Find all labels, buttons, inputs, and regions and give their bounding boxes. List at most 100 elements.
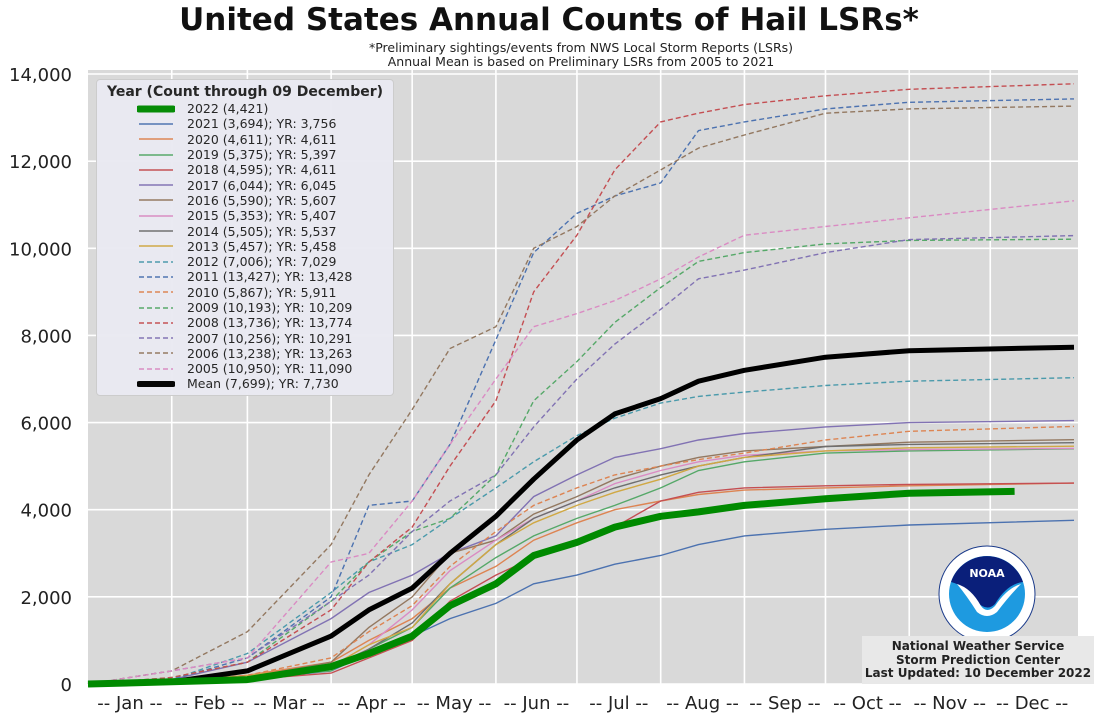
x-tick-label: -- Mar -- [254, 693, 325, 714]
legend: Year (Count through 09 December) 2022 (4… [96, 79, 394, 396]
legend-label: 2014 (5,505); YR: 5,537 [187, 223, 337, 239]
legend-swatch [137, 105, 175, 113]
x-tick-label: -- Jan -- [97, 693, 162, 714]
chart-title: United States Annual Counts of Hail LSRs… [179, 2, 919, 38]
legend-item-2011: 2011 (13,427); YR: 13,428 [97, 269, 393, 284]
series-line-2010 [87, 425, 1075, 685]
legend-swatch [139, 245, 173, 248]
y-tick-label: 2,000 [20, 588, 72, 609]
legend-item-2014: 2014 (5,505); YR: 5,537 [97, 223, 393, 239]
legend-item-2006: 2006 (13,238); YR: 13,263 [97, 346, 393, 361]
series-line-2005 [87, 200, 1075, 685]
legend-label: 2017 (6,044); YR: 6,045 [187, 177, 337, 193]
footer-line-3: Last Updated: 10 December 2022 [864, 666, 1092, 680]
series-line-2007 [87, 234, 1075, 685]
x-tick-label: -- Jun -- [504, 693, 570, 714]
legend-label: 2012 (7,006); YR: 7,029 [187, 254, 337, 270]
legend-item-2018: 2018 (4,595); YR: 4,611 [97, 162, 393, 177]
y-tick-label: 10,000 [9, 239, 72, 260]
series-line-2008 [87, 83, 1075, 685]
legend-swatch [139, 123, 173, 125]
x-tick-label: -- Apr -- [337, 693, 406, 714]
legend-swatch [139, 138, 173, 140]
legend-label: 2011 (13,427); YR: 13,428 [187, 269, 353, 285]
x-tick-label: -- Sep -- [749, 693, 820, 714]
x-tick-label: -- Oct -- [833, 693, 902, 714]
x-tick-label: -- Dec -- [996, 693, 1068, 714]
legend-item-2008: 2008 (13,736); YR: 13,774 [97, 315, 393, 330]
legend-item-2010: 2010 (5,867); YR: 5,911 [97, 285, 393, 300]
legend-label: 2013 (5,457); YR: 5,458 [187, 238, 337, 254]
legend-swatch [139, 184, 173, 186]
legend-swatch [139, 306, 173, 309]
legend-item-2013: 2013 (5,457); YR: 5,458 [97, 239, 393, 254]
legend-label: 2007 (10,256); YR: 10,291 [187, 330, 353, 346]
legend-label: 2021 (3,694); YR: 3,756 [187, 116, 337, 132]
legend-label: 2009 (10,193); YR: 10,209 [187, 300, 353, 315]
series-line-mean [87, 344, 1075, 687]
noaa-logo: NOAA [938, 545, 1036, 643]
y-tick-label: 12,000 [9, 152, 72, 173]
legend-item-mean: Mean (7,699); YR: 7,730 [97, 376, 393, 391]
subtitle-line-1: *Preliminary sightings/events from NWS L… [368, 40, 794, 55]
x-tick-label: -- Aug -- [666, 693, 739, 714]
series-line-2020 [87, 482, 1075, 685]
legend-label: 2019 (5,375); YR: 5,397 [187, 147, 337, 163]
legend-item-2022: 2022 (4,421) [97, 101, 393, 116]
legend-swatch [139, 291, 173, 293]
footer-line-1: National Weather Service [891, 639, 1065, 653]
noaa-logo-text: NOAA [969, 567, 1005, 580]
footer-line-2: Storm Prediction Center [896, 652, 1060, 667]
legend-label: 2015 (5,353); YR: 5,407 [187, 208, 337, 224]
legend-swatch [139, 367, 173, 370]
legend-label: 2022 (4,421) [187, 101, 269, 117]
legend-item-2020: 2020 (4,611); YR: 4,611 [97, 132, 393, 147]
legend-swatch [139, 169, 173, 171]
legend-swatch [139, 322, 173, 324]
x-tick-label: -- Jul -- [589, 693, 648, 714]
legend-swatch [139, 199, 173, 202]
legend-swatch [139, 230, 173, 232]
legend-swatch [139, 337, 173, 339]
legend-label: 2010 (5,867); YR: 5,911 [187, 284, 337, 300]
series-line-2017 [87, 419, 1075, 685]
legend-title: Year (Count through 09 December) [106, 84, 384, 100]
footer-credit: National Weather Service Storm Predictio… [862, 636, 1094, 684]
legend-item-2017: 2017 (6,044); YR: 6,045 [97, 177, 393, 193]
x-tick-label: -- May -- [417, 693, 492, 714]
legend-swatch [139, 352, 173, 355]
legend-swatch [139, 214, 173, 217]
legend-item-2012: 2012 (7,006); YR: 7,029 [97, 254, 393, 269]
legend-item-2019: 2019 (5,375); YR: 5,397 [97, 147, 393, 162]
series-line-2009 [87, 238, 1075, 685]
y-tick-label: 14,000 [9, 65, 72, 86]
legend-item-2005: 2005 (10,950); YR: 11,090 [97, 361, 393, 376]
legend-label: 2016 (5,590); YR: 5,607 [187, 192, 337, 208]
y-tick-label: 8,000 [20, 326, 72, 347]
y-tick-label: 0 [61, 675, 72, 696]
legend-swatch [139, 276, 173, 278]
series-line-2022 [87, 487, 1015, 688]
subtitle-line-2: Annual Mean is based on Preliminary LSRs… [387, 54, 775, 69]
legend-item-2016: 2016 (5,590); YR: 5,607 [97, 193, 393, 208]
legend-item-2009: 2009 (10,193); YR: 10,209 [97, 300, 393, 315]
x-tick-label: -- Nov -- [913, 693, 986, 714]
series-line-2006 [87, 105, 1075, 685]
y-tick-label: 4,000 [20, 501, 72, 522]
series-line-2011 [87, 98, 1075, 685]
legend-label: 2005 (10,950); YR: 11,090 [187, 361, 353, 377]
legend-label: 2008 (13,736); YR: 13,774 [187, 315, 353, 331]
legend-swatch [139, 153, 173, 156]
series-line-2012 [87, 377, 1075, 685]
legend-label: 2020 (4,611); YR: 4,611 [187, 131, 337, 147]
legend-item-2021: 2021 (3,694); YR: 3,756 [97, 116, 393, 131]
legend-label: 2006 (13,238); YR: 13,263 [187, 345, 353, 361]
legend-label: Mean (7,699); YR: 7,730 [187, 376, 339, 392]
legend-swatch [137, 380, 175, 387]
legend-swatch [139, 260, 173, 263]
y-tick-label: 6,000 [20, 414, 72, 435]
legend-label: 2018 (4,595); YR: 4,611 [187, 162, 337, 178]
x-tick-label: -- Feb -- [175, 693, 244, 714]
legend-item-2015: 2015 (5,353); YR: 5,407 [97, 208, 393, 223]
legend-item-2007: 2007 (10,256); YR: 10,291 [97, 330, 393, 346]
